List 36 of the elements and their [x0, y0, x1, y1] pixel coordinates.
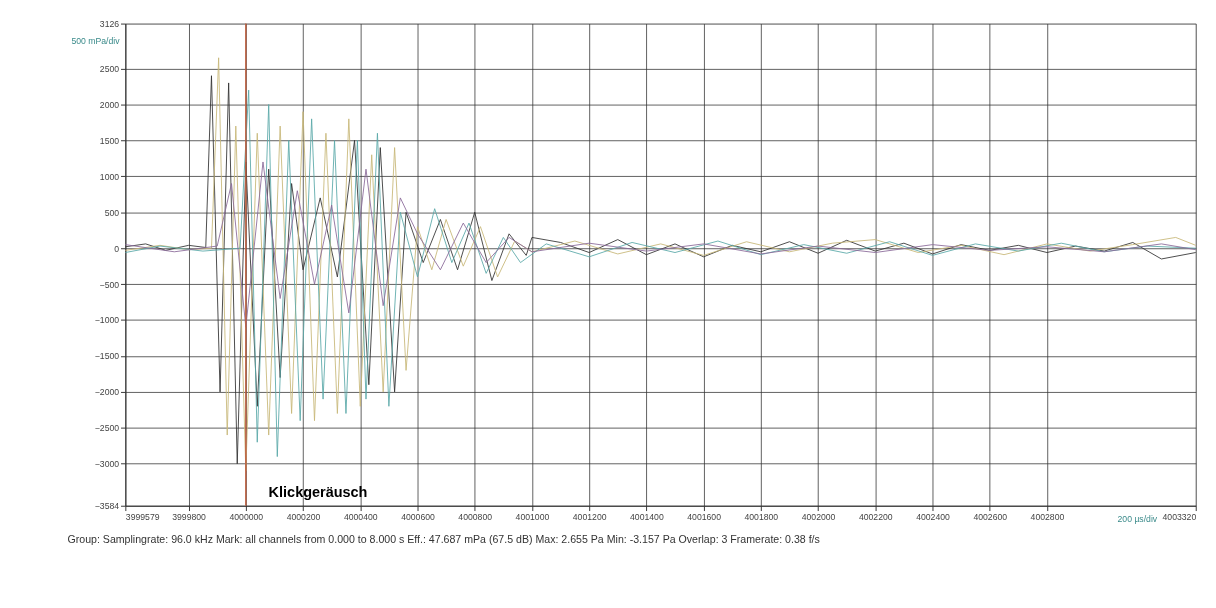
text: 500 mPa/div	[71, 35, 121, 46]
x-tick-label: 3999800	[172, 511, 207, 522]
y-tick-label: −3000	[94, 459, 120, 470]
x-tick-label: 4002800	[1030, 511, 1065, 522]
x-tick-label: 4001200	[572, 511, 607, 522]
annotation: Klickgeräusch	[268, 484, 368, 501]
x-tick-label: 4000200	[286, 511, 321, 522]
y-tick-label: 1000	[99, 171, 120, 182]
x-tick-label: 3999579	[125, 511, 160, 522]
x-tick-label: 4001600	[687, 511, 722, 522]
x-tick-label: 4003320	[1162, 511, 1197, 522]
y-tick-label: 2500	[99, 63, 120, 74]
x-tick-label: 4002200	[858, 511, 893, 522]
y-tick-label: 3126	[99, 18, 120, 29]
y-tick-label: −2000	[94, 387, 120, 398]
x-tick-label: 4001000	[515, 511, 550, 522]
x-tick-label: 4001800	[744, 511, 779, 522]
y-tick-label: −2500	[94, 423, 120, 434]
x-tick-label: 4000800	[458, 511, 493, 522]
y-tick-label: −1500	[94, 351, 120, 362]
y-tick-label: 0	[114, 243, 120, 254]
y-tick-label: −1000	[94, 315, 120, 326]
x-tick-label: 4002600	[973, 511, 1008, 522]
x-tick-label: 4002000	[801, 511, 836, 522]
x-tick-label: 4000000	[229, 511, 264, 522]
y-tick-label: −500	[99, 279, 120, 290]
x-tick-label: 4001400	[630, 511, 664, 522]
x-tick-label: 4002400	[916, 511, 951, 522]
text: Group: Samplingrate: 96.0 kHz Mark: all channels from 0.000 to 8.000 s Eff.: 47.687 mPa (67.5 dB) Max: 2.655 Pa Min: -3.157 Pa Overlap: 3 Framerate: 0.38 f/s	[67, 533, 820, 546]
y-tick-label: 500	[104, 207, 120, 218]
y-tick-label: 1500	[99, 135, 120, 146]
y-tick-label: 2000	[99, 99, 120, 110]
x-tick-label: 4000400	[343, 511, 378, 522]
text: 200 µs/div	[1117, 514, 1158, 525]
y-tick-label: −3584	[94, 501, 120, 512]
x-tick-label: 4000600	[401, 511, 436, 522]
